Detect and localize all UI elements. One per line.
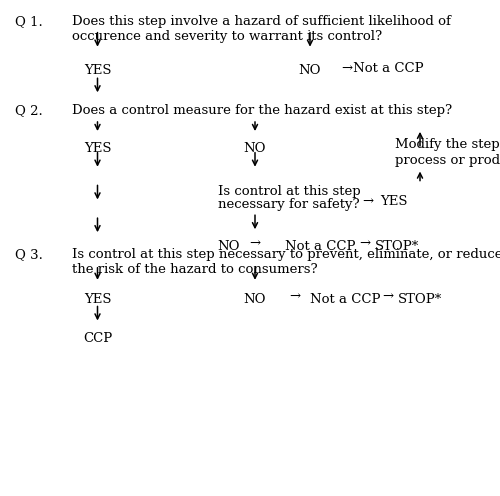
Text: →Not a CCP: →Not a CCP	[342, 62, 424, 74]
Text: →: →	[382, 290, 393, 303]
Text: NO: NO	[218, 240, 240, 253]
Text: →: →	[360, 237, 370, 250]
Text: Does this step involve a hazard of sufficient likelihood of
occurence and severi: Does this step involve a hazard of suffi…	[72, 15, 452, 43]
Text: →: →	[290, 290, 300, 303]
Text: necessary for safety?: necessary for safety?	[218, 198, 359, 211]
Text: YES: YES	[84, 142, 111, 155]
Text: CCP: CCP	[83, 332, 112, 345]
Text: Is control at this step: Is control at this step	[218, 185, 360, 197]
Text: YES: YES	[84, 64, 111, 77]
Text: NO: NO	[244, 142, 266, 155]
Text: Does a control measure for the hazard exist at this step?: Does a control measure for the hazard ex…	[72, 104, 452, 117]
Text: Q 2.: Q 2.	[15, 104, 43, 117]
Text: Not a CCP: Not a CCP	[285, 240, 356, 253]
Text: Q 1.: Q 1.	[15, 15, 43, 28]
Text: YES: YES	[84, 293, 111, 306]
Text: Modify the step,: Modify the step,	[395, 138, 500, 151]
Text: STOP*: STOP*	[375, 240, 419, 253]
Text: Q 3.: Q 3.	[15, 248, 43, 261]
Text: Is control at this step necessary to prevent, eliminate, or reduce
the risk of t: Is control at this step necessary to pre…	[72, 248, 500, 276]
Text: →: →	[250, 237, 260, 250]
Text: YES: YES	[380, 195, 407, 208]
Text: process or product: process or product	[395, 154, 500, 167]
Text: NO: NO	[244, 293, 266, 306]
Text: NO: NO	[299, 64, 321, 77]
Text: Not a CCP: Not a CCP	[310, 293, 380, 306]
Text: →: →	[362, 195, 373, 208]
Text: STOP*: STOP*	[398, 293, 442, 306]
